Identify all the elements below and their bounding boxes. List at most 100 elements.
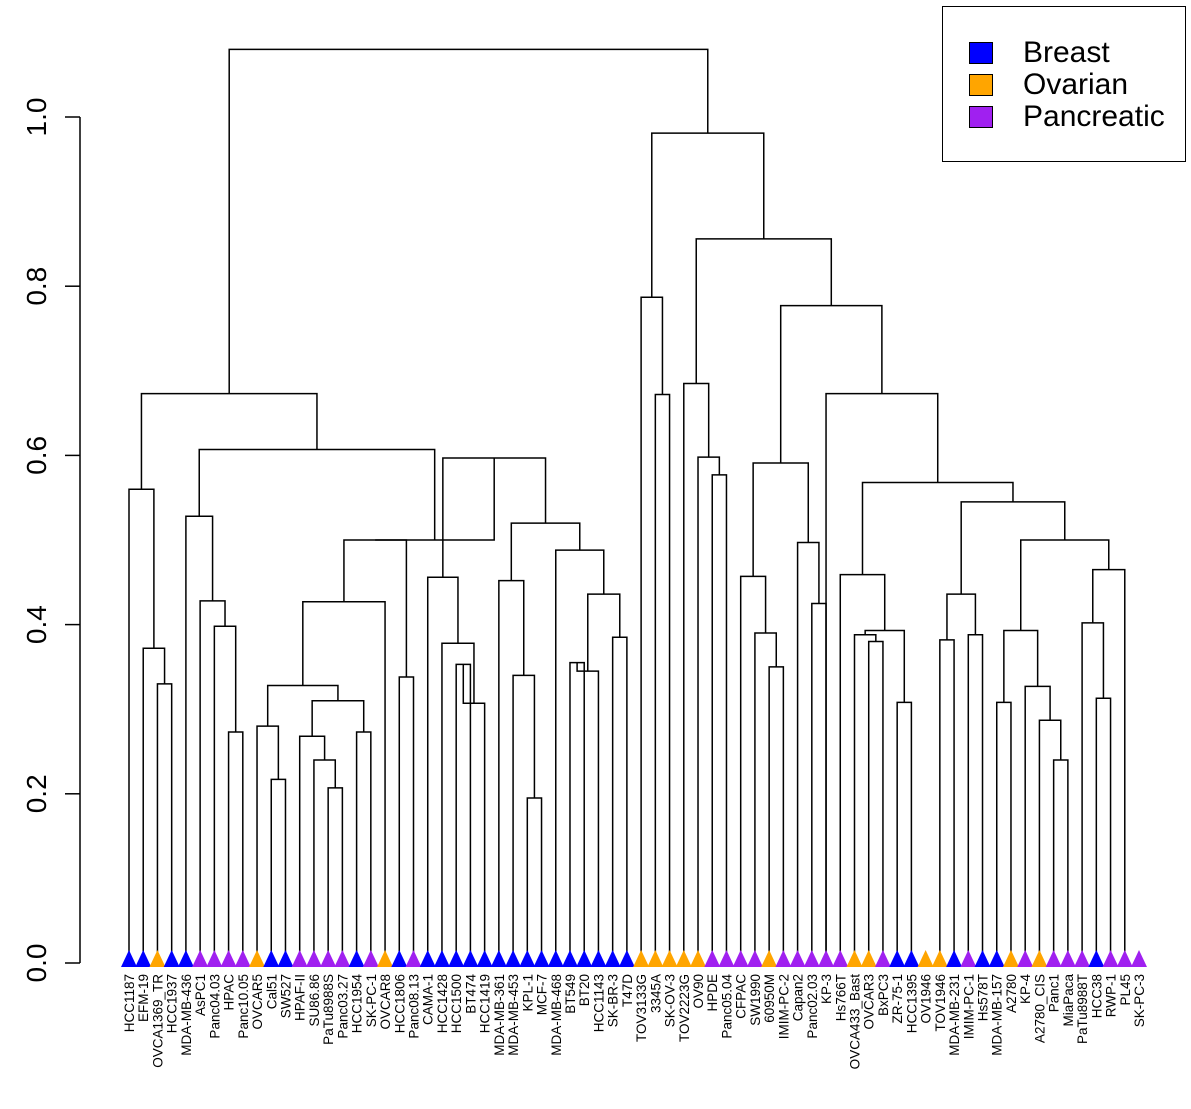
dendrogram-branch xyxy=(779,304,883,464)
leaf-label: SK-OV-3 xyxy=(663,974,678,1027)
leaf-label: MiaPaca xyxy=(1061,974,1076,1027)
leaf-label: HCC1428 xyxy=(435,974,450,1033)
leaf-marker xyxy=(334,950,351,967)
dendrogram-branch xyxy=(867,640,884,963)
leaf-marker xyxy=(604,950,621,967)
leaf-marker xyxy=(647,950,664,967)
leaf-label: HCC1954 xyxy=(350,974,365,1034)
leaf-label: PL45 xyxy=(1118,974,1133,1006)
leaf-label: HCC1395 xyxy=(904,974,919,1033)
dendrogram-branch xyxy=(227,731,244,963)
leaf-label: TOV1946 xyxy=(933,974,948,1032)
dendrogram-branch xyxy=(611,636,628,963)
dendrogram-branch xyxy=(1092,568,1126,963)
leaf-marker xyxy=(249,950,266,967)
leaf-marker xyxy=(391,950,408,967)
leaf-label: ZR-75-1 xyxy=(890,974,905,1024)
dendrogram-branch xyxy=(711,474,728,963)
leaf-marker xyxy=(305,950,322,967)
leaf-marker xyxy=(889,950,906,967)
dendrogram-branch xyxy=(266,684,339,727)
dendrogram-branch xyxy=(1038,719,1062,963)
leaf-label: A2780 xyxy=(1004,974,1019,1013)
dendrogram-branch xyxy=(343,539,408,678)
leaf-marker xyxy=(433,950,450,967)
dendrogram-branch xyxy=(462,664,486,963)
leaf-marker xyxy=(818,950,835,967)
dendrogram-branch xyxy=(967,634,984,963)
dendrogram-branch xyxy=(199,600,226,963)
dendrogram-branch xyxy=(587,593,621,672)
leaf-label: Panc02.03 xyxy=(805,974,820,1039)
legend-item-pancreatic: Pancreatic xyxy=(969,100,1165,133)
leaf-label: OVCAR5 xyxy=(250,974,265,1030)
leaf-marker xyxy=(576,950,593,967)
leaf-marker xyxy=(1059,950,1076,967)
leaf-marker xyxy=(277,950,294,967)
leaf-marker xyxy=(974,950,991,967)
leaf-markers xyxy=(121,950,1147,967)
leaf-marker xyxy=(320,950,337,967)
leaf-label: MDA-MB-436 xyxy=(179,974,194,1056)
leaf-marker xyxy=(533,950,550,967)
leaf-label: Panc08.13 xyxy=(407,974,422,1039)
dendrogram-branch xyxy=(142,647,166,963)
leaf-label: MDA-MB-361 xyxy=(492,974,507,1056)
leaf-marker xyxy=(263,950,280,967)
leaf-label: OVCA433_Bast xyxy=(847,974,862,1070)
leaf-label: HCC38 xyxy=(1089,974,1104,1018)
dendrogram-branch xyxy=(156,683,173,963)
leaf-label: CAMA-1 xyxy=(421,974,436,1025)
y-axis: 0.0 0.2 0.4 0.6 0.8 1.0 xyxy=(21,98,81,982)
leaf-marker xyxy=(291,950,308,967)
leaf-marker xyxy=(1102,950,1119,967)
leaf-marker xyxy=(377,950,394,967)
legend: Breast Ovarian Pancreatic xyxy=(942,6,1186,162)
dendrogram-branch xyxy=(995,701,1012,963)
y-tick-label: 0.8 xyxy=(21,267,52,306)
leaf-marker xyxy=(1074,950,1091,967)
leaf-label: BT549 xyxy=(563,974,578,1014)
leaf-marker xyxy=(234,950,251,967)
leaf-marker xyxy=(448,950,465,967)
dendrogram-branch xyxy=(640,296,664,963)
leaf-label: RWP-1 xyxy=(1104,974,1119,1017)
leaf-label: BT474 xyxy=(463,974,478,1014)
dendrogram-branch xyxy=(1095,697,1112,963)
dendrogram-branch xyxy=(654,393,671,963)
dendrogram-branch xyxy=(375,457,495,541)
dendrogram-branch xyxy=(185,515,214,963)
leaf-marker xyxy=(775,950,792,967)
legend-swatch-pancreatic xyxy=(969,106,993,128)
legend-label-ovarian: Ovarian xyxy=(1023,68,1129,101)
leaf-marker xyxy=(362,950,379,967)
leaf-label: PaTu8988T xyxy=(1075,974,1090,1044)
leaf-label: MDA-MB-468 xyxy=(549,974,564,1056)
leaf-marker xyxy=(476,950,493,967)
dendrogram-branch xyxy=(270,778,287,963)
leaf-label: T47D xyxy=(620,974,635,1007)
leaf-marker xyxy=(903,950,920,967)
leaf-marker xyxy=(177,950,194,967)
dendrogram-branch xyxy=(455,663,472,963)
leaf-marker xyxy=(121,950,137,967)
legend-swatch-ovarian xyxy=(969,74,993,96)
leaf-label: MCF-7 xyxy=(535,974,550,1015)
leaf-label: HPAF-II xyxy=(293,974,308,1021)
dendrogram-branch xyxy=(683,382,710,963)
dendrogram-branch xyxy=(861,481,1014,575)
leaf-marker xyxy=(874,950,891,967)
dendrogram-branch xyxy=(302,601,386,963)
leaf-label: HPAC xyxy=(222,974,237,1011)
leaf-label: Cal51 xyxy=(264,974,279,1009)
dendrogram-branch xyxy=(1020,539,1110,631)
legend-label-breast: Breast xyxy=(1023,36,1110,69)
leaf-marker xyxy=(220,950,237,967)
leaf-label: OVCAR3 xyxy=(862,974,877,1030)
dendrogram-branch xyxy=(441,642,475,963)
leaf-marker xyxy=(789,950,806,967)
dendrogram-branch xyxy=(697,456,721,963)
leaf-marker xyxy=(761,950,778,967)
leaf-marker xyxy=(192,950,209,967)
leaf-label: KP-3 xyxy=(819,974,834,1004)
